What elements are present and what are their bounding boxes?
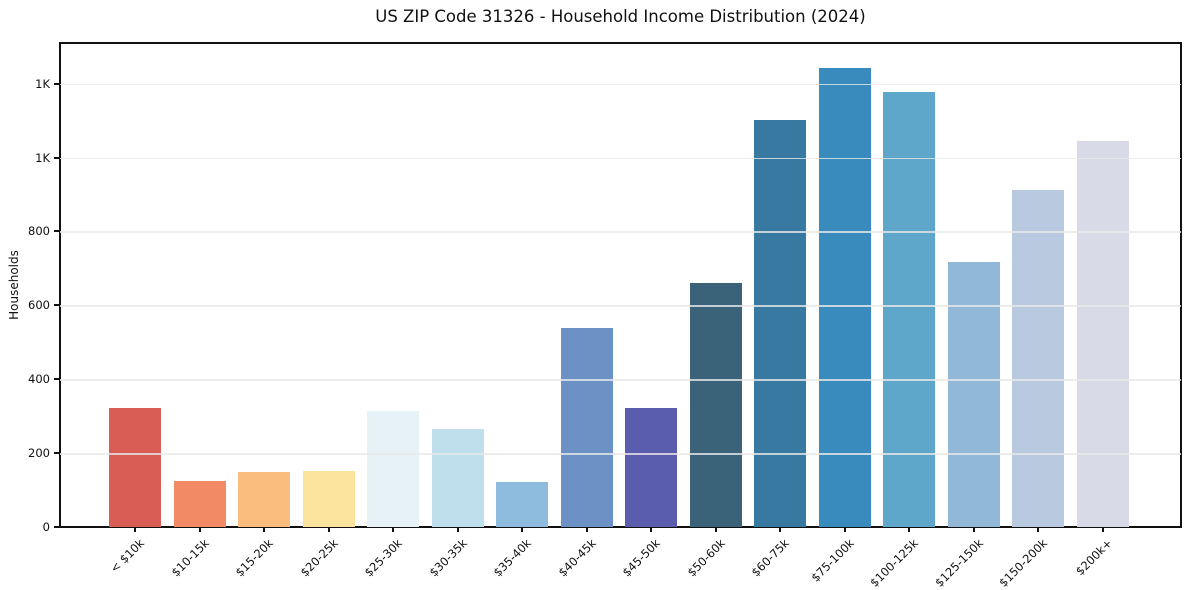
- y-tick-label: 200: [28, 446, 50, 461]
- bar-$35-40k: [496, 482, 548, 527]
- x-tick-mark: [908, 528, 910, 532]
- x-tick-mark: [134, 528, 136, 532]
- x-tick-mark: [456, 528, 459, 532]
- gridline-200: [60, 453, 1181, 455]
- chart-title: US ZIP Code 31326 - Household Income Dis…: [375, 7, 866, 26]
- y-tick-label: 800: [28, 224, 50, 239]
- y-tick-mark: [54, 526, 59, 528]
- y-tick-label: 0: [42, 520, 50, 534]
- bar-$60-75k: [754, 120, 806, 527]
- bar-$50-60k: [689, 283, 742, 527]
- y-tick-mark: [54, 378, 59, 381]
- x-tick-mark: [521, 528, 523, 532]
- gridline-1200: [60, 83, 1181, 86]
- y-tick-mark: [54, 452, 59, 455]
- x-tick-mark: [843, 528, 846, 532]
- bar-$125-150k: [947, 262, 1000, 527]
- x-tick-mark: [392, 528, 394, 532]
- plot-area: [59, 42, 1182, 528]
- x-tick-mark: [263, 528, 265, 532]
- bar-$40-45k: [560, 328, 613, 527]
- x-tick-label: < $10k: [107, 536, 147, 576]
- x-tick-mark: [585, 528, 588, 532]
- x-tick-mark: [972, 528, 975, 532]
- y-tick-label: 400: [28, 372, 50, 387]
- bar-$30-35k: [431, 429, 484, 527]
- bar-$10-15k: [173, 481, 226, 527]
- gridline-600: [60, 305, 1181, 307]
- bar-$150-200k: [1012, 190, 1064, 527]
- bar-$15-20k: [238, 472, 290, 527]
- bar-$200k+: [1076, 141, 1129, 527]
- x-tick-mark: [327, 528, 330, 532]
- bar-< $10k: [109, 408, 161, 527]
- y-tick-mark: [54, 230, 59, 233]
- y-tick-mark: [54, 82, 59, 85]
- x-tick-mark: [1101, 528, 1104, 532]
- bar-$75-100k: [818, 68, 871, 527]
- y-tick-label: 1K: [35, 76, 50, 91]
- bar-$20-25k: [302, 471, 355, 527]
- x-tick-mark: [650, 528, 652, 532]
- gridline-1000: [60, 157, 1181, 160]
- bar-$25-30k: [367, 411, 419, 527]
- y-tick-mark: [54, 304, 59, 307]
- x-tick-mark: [714, 528, 717, 532]
- gridline-800: [60, 231, 1181, 233]
- x-tick-mark: [198, 528, 201, 532]
- x-tick-mark: [779, 528, 781, 532]
- y-tick-label: 600: [28, 298, 50, 313]
- bar-$45-50k: [625, 408, 677, 527]
- y-tick-mark: [54, 156, 59, 159]
- gridline-400: [60, 379, 1181, 381]
- y-tick-label: 1K: [35, 150, 50, 165]
- x-tick-mark: [1037, 528, 1039, 532]
